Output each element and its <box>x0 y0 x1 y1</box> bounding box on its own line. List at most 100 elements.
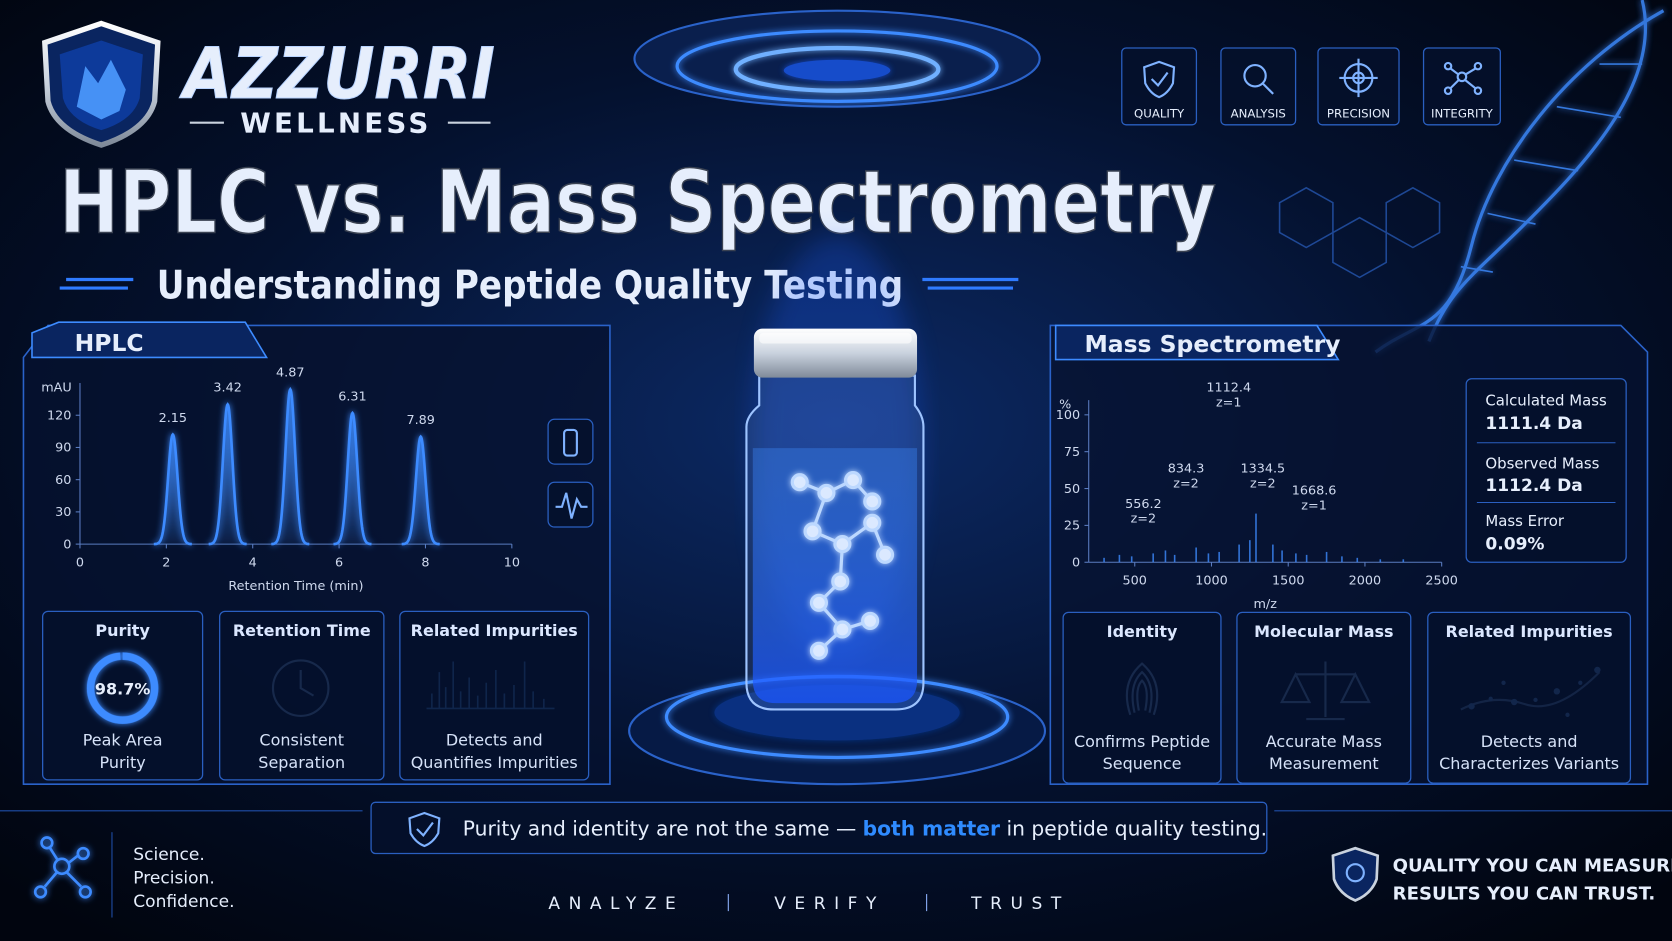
x-tick-label: 1000 <box>1195 574 1228 589</box>
mass-results-box <box>1465 378 1627 563</box>
card-title: Purity <box>95 621 150 640</box>
chromatogram-peak <box>153 432 192 546</box>
peak-mz-label: 1112.4 <box>1206 380 1251 395</box>
chromatogram-peak <box>401 434 440 546</box>
y-tick-label: 25 <box>1064 519 1080 534</box>
note-part: Purity and identity are not the same — <box>463 816 856 840</box>
result-value: 1111.4 Da <box>1485 414 1582 434</box>
footer-shield <box>1331 846 1380 902</box>
badge-label: PRECISION <box>1327 106 1390 120</box>
motto-line: Science. <box>133 845 204 865</box>
note-text: Purity and identity are not the same — b… <box>463 816 1267 840</box>
y-axis-label: % <box>1059 398 1071 413</box>
peak-label: 3.42 <box>213 381 241 396</box>
badge-label: INTEGRITY <box>1431 106 1494 120</box>
card-text: Accurate Mass <box>1266 732 1382 751</box>
card-title: Molecular Mass <box>1254 622 1393 641</box>
card-title: Related Impurities <box>1446 622 1613 641</box>
ms-tab <box>1054 324 1340 361</box>
gauge-arc <box>86 652 159 724</box>
y-tick-label: 0 <box>63 537 71 552</box>
x-tick-label: 2 <box>162 556 170 571</box>
feature-card <box>219 610 385 781</box>
badge-icons <box>1121 47 1501 126</box>
slogan-line: QUALITY YOU CAN MEASURE. <box>1393 856 1672 877</box>
step-label: TRUST <box>970 894 1070 914</box>
card-text: Sequence <box>1103 754 1182 773</box>
brand-name: AZZURRI <box>179 33 495 115</box>
x-tick-label: 8 <box>421 556 429 571</box>
peak-mz-label: 1334.5 <box>1240 461 1285 476</box>
result-label: Calculated Mass <box>1485 391 1607 409</box>
y-tick-label: 50 <box>1064 482 1080 497</box>
badge-label: QUALITY <box>1134 106 1185 120</box>
peak-label: 4.87 <box>276 366 304 381</box>
step-label: ANALYZE <box>548 894 684 914</box>
card-text: Detects and <box>446 731 543 750</box>
y-tick-label: 60 <box>55 473 71 488</box>
note-part: in peptide quality testing. <box>1006 816 1267 840</box>
peak-mz-label: 1668.6 <box>1292 484 1337 499</box>
x-axis-label: Retention Time (min) <box>228 579 363 594</box>
y-tick-label: 75 <box>1064 445 1080 460</box>
check-icon <box>416 821 434 838</box>
panel-title: Mass Spectrometry <box>1084 330 1340 358</box>
feature-card <box>1427 611 1632 784</box>
card-title: Related Impurities <box>411 621 578 640</box>
card-text: Peak Area <box>83 731 163 750</box>
note-bar <box>370 801 1268 855</box>
generated-layer: 0 30 60 90 120 0 2 4 6 8 10 mAU Retention Time (min)… <box>41 366 1632 784</box>
hplc-side-icons <box>547 418 594 528</box>
top-light-ring <box>633 9 1041 108</box>
motto-line: Precision. <box>133 868 214 888</box>
hexagon-decoration <box>1278 186 1441 279</box>
step-label: VERIFY <box>774 894 885 914</box>
panel-title: HPLC <box>75 329 144 357</box>
peak-mz-label: 556.2 <box>1125 497 1162 512</box>
result-value: 1112.4 Da <box>1485 476 1582 496</box>
gauge-label: 98.7% <box>95 680 150 699</box>
peak-label: 6.31 <box>338 389 366 404</box>
card-text: Quantifies Impurities <box>411 753 578 772</box>
peak-charge-label: z=2 <box>1131 512 1157 527</box>
brand-logo <box>42 20 161 148</box>
x-tick-label: 2500 <box>1425 574 1458 589</box>
chromatogram-peak <box>208 402 247 546</box>
y-tick-label: 30 <box>55 505 71 520</box>
x-tick-label: 10 <box>504 556 520 571</box>
y-axis-label: mAU <box>41 381 72 396</box>
motto-line: Confidence. <box>133 892 234 912</box>
y-tick-label: 120 <box>47 408 71 423</box>
chromatogram-peak <box>333 410 372 546</box>
peak-label: 7.89 <box>406 413 434 428</box>
card-title: Identity <box>1107 622 1178 641</box>
feature-card <box>399 610 590 781</box>
x-tick-label: 2000 <box>1349 574 1382 589</box>
hplc-tab <box>31 321 269 359</box>
y-tick-label: 100 <box>1056 408 1080 423</box>
peak-charge-label: z=2 <box>1250 476 1276 491</box>
result-value: 0.09% <box>1485 534 1544 554</box>
check-icon <box>408 811 441 848</box>
card-text: Measurement <box>1269 754 1379 773</box>
card-text: Consistent <box>259 731 344 750</box>
vial-illustration <box>628 234 1047 786</box>
x-tick-label: 1500 <box>1272 574 1305 589</box>
x-axis-label: m/z <box>1253 597 1277 612</box>
y-tick-label: 0 <box>1072 556 1080 571</box>
peak-charge-label: z=1 <box>1216 395 1242 410</box>
footer-molecule <box>33 836 92 899</box>
result-label: Observed Mass <box>1485 454 1599 472</box>
peak-mz-label: 834.3 <box>1168 461 1205 476</box>
peak-charge-label: z=2 <box>1173 476 1199 491</box>
feature-card <box>42 610 204 781</box>
result-label: Mass Error <box>1485 512 1565 530</box>
feature-card <box>1236 611 1412 784</box>
x-tick-label: 4 <box>249 556 257 571</box>
x-tick-label: 6 <box>335 556 343 571</box>
subtitle-rules <box>59 277 1019 290</box>
x-tick-label: 0 <box>76 556 84 571</box>
